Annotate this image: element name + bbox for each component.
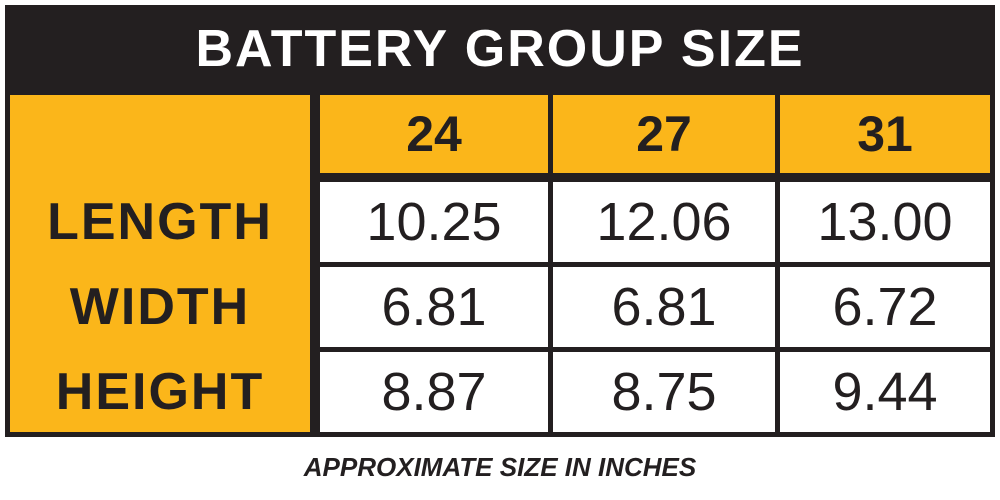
value-cell: 6.81 xyxy=(553,267,775,347)
row-label: LENGTH xyxy=(47,193,273,251)
column-header: 27 xyxy=(553,95,775,173)
value-cell: 12.06 xyxy=(553,182,775,262)
value-cell: 6.72 xyxy=(780,267,990,347)
caption: APPROXIMATE SIZE IN INCHES xyxy=(303,452,697,482)
label-column xyxy=(10,95,310,432)
column-header: 31 xyxy=(780,95,990,173)
value-cell: 6.81 xyxy=(320,267,548,347)
value-cell: 9.44 xyxy=(780,352,990,432)
table-title: BATTERY GROUP SIZE xyxy=(195,20,805,78)
value-cell: 8.87 xyxy=(320,352,548,432)
row-label: HEIGHT xyxy=(55,363,265,421)
column-header: 24 xyxy=(320,95,548,173)
row-label: WIDTH xyxy=(69,278,251,336)
value-cell: 10.25 xyxy=(320,182,548,262)
value-cell: 13.00 xyxy=(780,182,990,262)
value-cell: 8.75 xyxy=(553,352,775,432)
